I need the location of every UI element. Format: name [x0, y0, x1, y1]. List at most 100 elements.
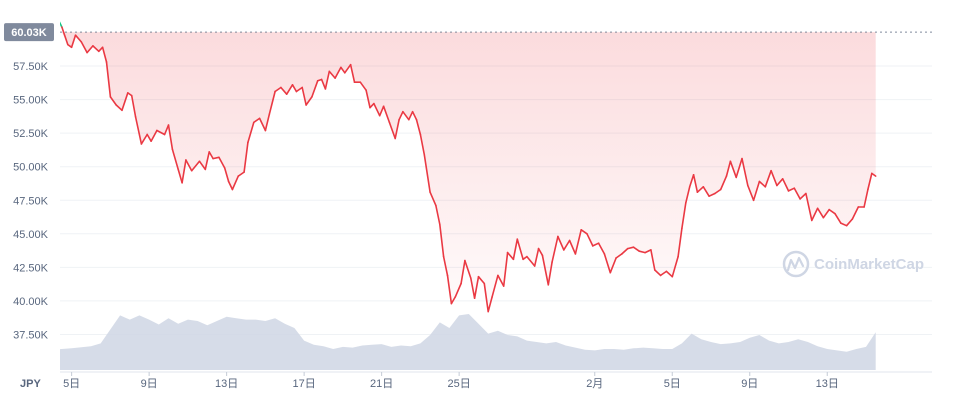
price-segment: [227, 180, 234, 191]
price-segment: [190, 160, 201, 172]
price-segment: [349, 63, 356, 83]
price-segment: [86, 45, 94, 54]
price-segment: [146, 133, 152, 142]
x-tick-label: 21日: [370, 378, 393, 390]
price-segment: [185, 159, 193, 172]
price-segment: [268, 90, 276, 116]
price-segment: [562, 239, 571, 251]
price-segment: [828, 208, 836, 215]
price-segment: [677, 227, 683, 258]
y-tick-label: 57.50K: [13, 61, 49, 73]
price-segment: [764, 169, 772, 188]
coinmarketcap-logo-icon: [782, 250, 810, 278]
price-area-fill: [60, 32, 876, 312]
price-segment: [398, 110, 404, 121]
price-segment: [867, 172, 873, 191]
price-segment: [301, 86, 307, 106]
price-segment: [671, 255, 679, 278]
price-segment: [423, 153, 431, 193]
y-tick-label: 40.00K: [13, 296, 49, 308]
price-segment: [688, 174, 695, 188]
price-segment: [591, 242, 600, 247]
y-tick-label: 50.00K: [13, 162, 49, 174]
price-segment: [752, 180, 761, 202]
price-segment: [805, 192, 813, 222]
price-segment: [638, 250, 646, 254]
price-segment: [541, 254, 550, 286]
y-tick-label: 45.00K: [13, 229, 49, 241]
price-segment: [140, 133, 148, 145]
price-segment: [156, 129, 166, 136]
price-segment: [644, 249, 652, 254]
price-segment: [435, 204, 441, 226]
x-tick-label: 13日: [816, 378, 839, 390]
price-segment: [450, 296, 457, 305]
price-segment: [659, 270, 668, 277]
price-segment: [781, 178, 790, 192]
price-segment: [464, 259, 472, 279]
price-segment: [130, 94, 137, 118]
price-segment: [681, 202, 687, 230]
price-segment: [770, 169, 778, 187]
price-segment: [438, 223, 445, 258]
price-segment: [650, 249, 656, 271]
price-line: [60, 21, 877, 313]
price-segment: [243, 141, 249, 173]
price-segment: [537, 247, 544, 257]
price-segment: [177, 168, 183, 184]
price-segment: [816, 207, 825, 219]
currency-label: JPY: [20, 378, 41, 390]
x-tick-label: 5日: [664, 378, 681, 390]
price-segment: [776, 178, 784, 187]
price-segment: [295, 86, 304, 93]
price-segment: [115, 104, 123, 112]
price-segment: [80, 41, 88, 54]
price-segment: [473, 275, 480, 300]
price-segment: [328, 70, 336, 79]
price-segment: [758, 180, 767, 188]
price-segment: [502, 251, 509, 287]
price-segment: [487, 296, 493, 313]
price-segment: [121, 92, 129, 112]
price-segment: [714, 188, 722, 195]
price-segment: [533, 247, 540, 267]
price-segment: [74, 34, 83, 43]
y-axis-ticks: 37.50K 40.00K 42.50K 45.00K 47.50K 50.00K 52.5…: [13, 61, 49, 341]
price-segment: [340, 66, 346, 74]
coinmarketcap-watermark: CoinMarketCap: [782, 250, 924, 278]
price-segment: [105, 61, 112, 98]
price-segment: [851, 206, 860, 220]
x-tick-label: 9日: [141, 378, 158, 390]
price-segment: [787, 187, 796, 192]
price-segment: [497, 274, 505, 287]
reference-price-label: 60.03K: [11, 27, 47, 39]
price-segment: [692, 174, 699, 193]
price-segment: [70, 34, 77, 49]
price-segment: [746, 184, 755, 202]
price-segment: [603, 253, 612, 274]
price-segment: [264, 113, 271, 132]
price-segment: [597, 242, 606, 255]
price-segment: [324, 70, 331, 90]
x-tick-label: 9日: [741, 378, 758, 390]
price-segment: [280, 86, 288, 95]
price-segment: [870, 172, 877, 177]
price-segment: [61, 26, 69, 46]
y-tick-label: 47.50K: [13, 195, 49, 207]
price-segment: [551, 235, 559, 263]
price-segment: [373, 102, 381, 117]
price-segment: [684, 186, 691, 204]
reference-price-badge: [4, 23, 54, 42]
x-tick-label: 25日: [448, 378, 471, 390]
price-segment: [343, 63, 352, 74]
price-segment: [334, 66, 342, 79]
price-segment: [512, 238, 519, 261]
price-segment: [253, 117, 261, 124]
price-segment: [92, 45, 100, 53]
price-segment: [305, 96, 313, 106]
price-segment: [696, 186, 705, 193]
y-tick-label: 37.50K: [13, 329, 49, 341]
price-segment: [586, 233, 594, 247]
